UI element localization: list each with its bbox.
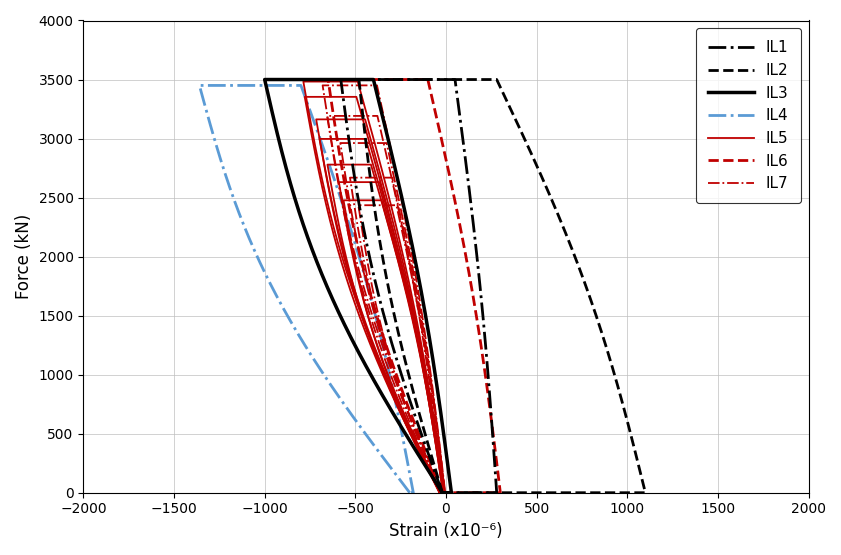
Line: IL7: IL7 [358,205,445,493]
IL5 [435,490,445,496]
IL1 [437,490,447,496]
IL6 [486,416,496,423]
IL1 [484,385,495,391]
IL4 [220,170,230,177]
IL3 [437,490,447,496]
IL5 [378,204,389,211]
IL7 [436,490,446,496]
IL2 [416,416,426,423]
IL4 [380,352,390,359]
IL5 [417,359,427,365]
Line: IL2: IL2 [359,79,645,493]
IL7 [436,490,446,496]
IL7 [404,257,414,264]
IL5 [428,420,438,427]
IL7 [423,361,433,367]
IL2 [607,365,617,372]
IL2 [553,211,563,218]
IL6 [323,76,333,83]
IL3 [433,482,443,489]
IL1 [350,76,360,83]
IL7 [353,202,363,209]
Legend: IL1, IL2, IL3, IL4, IL5, IL6, IL7: IL1, IL2, IL3, IL4, IL5, IL6, IL7 [696,28,801,204]
IL5 [392,253,402,260]
IL2 [437,490,447,496]
IL2 [354,76,364,83]
IL6 [450,199,460,206]
Y-axis label: Force (kN): Force (kN) [15,214,33,299]
IL5 [435,490,445,496]
IL4 [340,209,350,215]
IL4 [262,275,272,282]
IL5 [338,197,348,204]
IL2 [365,76,375,83]
IL4 [216,157,226,164]
IL2 [437,490,447,496]
IL5 [411,329,421,336]
IL7 [393,209,403,216]
IL4 [194,82,204,89]
IL2 [602,346,612,352]
X-axis label: Strain (x10⁻⁶): Strain (x10⁻⁶) [389,522,503,540]
IL7 [434,439,444,446]
IL6 [437,490,447,496]
IL1 [462,165,472,171]
IL1 [408,76,418,83]
IL1 [465,191,475,198]
IL3 [349,340,359,347]
IL6 [435,127,445,134]
IL1 [336,76,346,83]
IL6 [430,105,440,112]
IL7 [418,332,428,339]
IL1 [437,490,447,496]
IL4 [405,469,415,476]
IL6 [437,490,447,496]
IL3 [437,490,447,496]
IL7 [431,421,442,428]
IL1 [369,274,379,280]
Line: IL3: IL3 [265,79,452,493]
IL6 [425,458,435,465]
IL3 [376,390,386,397]
Line: IL5: IL5 [343,200,444,493]
Line: IL4: IL4 [199,85,413,493]
IL3 [446,487,456,493]
IL4 [405,490,415,496]
IL4 [405,490,415,496]
IL5 [431,438,442,445]
IL6 [357,257,367,264]
IL3 [260,76,270,83]
Line: IL6: IL6 [328,79,500,493]
Line: IL1: IL1 [341,79,497,493]
IL2 [602,490,612,496]
IL3 [349,76,359,83]
IL3 [410,256,420,263]
